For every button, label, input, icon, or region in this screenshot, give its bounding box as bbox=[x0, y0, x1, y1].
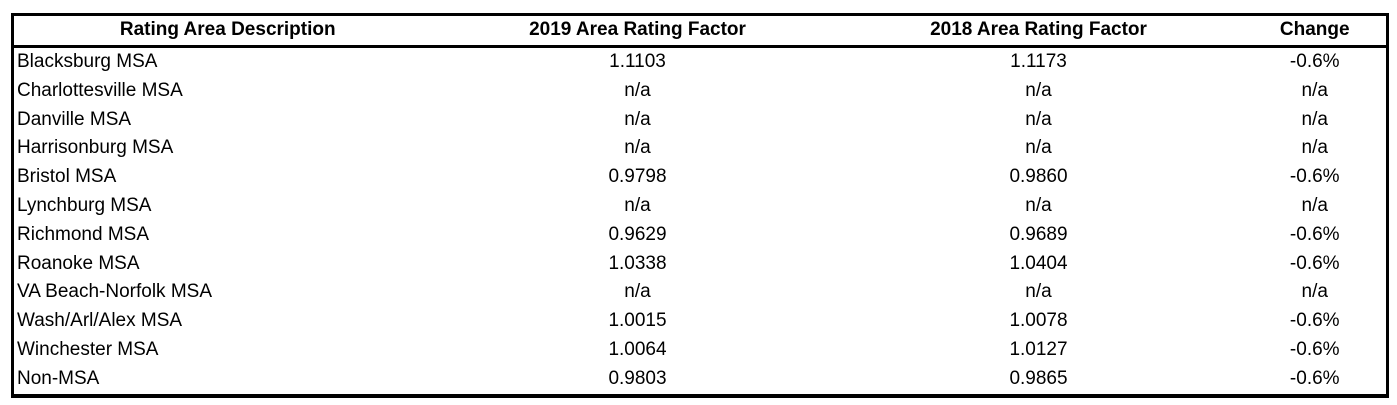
cell-2019-area-rating-factor: n/a bbox=[624, 108, 651, 130]
cell-2018-area-rating-factor: 1.1173 bbox=[1010, 50, 1067, 72]
cell-2019-area-rating-factor: 0.9798 bbox=[608, 166, 667, 188]
cell-rating-area-description: Danville MSA bbox=[17, 108, 132, 130]
cell-rating-area-description: Charlottesville MSA bbox=[17, 79, 183, 101]
table-row: Danville MSA n/a n/a n/a bbox=[13, 106, 1388, 135]
cell-2018-area-rating-factor: 0.9860 bbox=[1009, 166, 1068, 188]
table-row: Lynchburg MSA n/a n/a n/a bbox=[13, 192, 1388, 221]
cell-change: -0.6% bbox=[1289, 338, 1340, 360]
cell-2018-area-rating-factor: n/a bbox=[1025, 194, 1052, 216]
cell-change: -0.6% bbox=[1289, 166, 1340, 188]
table-row: Wash/Arl/Alex MSA 1.0015 1.0078 -0.6% bbox=[13, 307, 1388, 336]
cell-2018-area-rating-factor: n/a bbox=[1025, 108, 1052, 130]
cell-change: n/a bbox=[1301, 194, 1328, 216]
cell-2019-area-rating-factor: 0.9803 bbox=[608, 367, 667, 389]
cell-rating-area-description: Richmond MSA bbox=[17, 223, 149, 245]
cell-2018-area-rating-factor: n/a bbox=[1025, 137, 1052, 159]
table-row: Blacksburg MSA 1.1103 1.1173 -0.6% bbox=[13, 47, 1388, 77]
column-header-change: Change bbox=[1243, 14, 1388, 48]
cell-rating-area-description: Non-MSA bbox=[17, 367, 100, 389]
column-header-2018-area-rating-factor: 2018 Area Rating Factor bbox=[833, 14, 1244, 48]
cell-rating-area-description: Winchester MSA bbox=[17, 338, 159, 360]
cell-2018-area-rating-factor: 1.0127 bbox=[1009, 338, 1068, 360]
cell-change: -0.6% bbox=[1289, 50, 1340, 72]
table-row: Roanoke MSA 1.0338 1.0404 -0.6% bbox=[13, 250, 1388, 279]
cell-2019-area-rating-factor: 0.9629 bbox=[608, 223, 667, 245]
area-rating-factor-table: Rating Area Description 2019 Area Rating … bbox=[11, 13, 1389, 398]
cell-change: -0.6% bbox=[1289, 223, 1340, 245]
column-header-rating-area-description: Rating Area Description bbox=[12, 14, 442, 48]
table-row: Harrisonburg MSA n/a n/a n/a bbox=[13, 134, 1388, 163]
cell-change: -0.6% bbox=[1289, 367, 1340, 389]
cell-2019-area-rating-factor: n/a bbox=[624, 194, 651, 216]
table-row: Bristol MSA 0.9798 0.9860 -0.6% bbox=[13, 163, 1388, 192]
cell-2018-area-rating-factor: 0.9865 bbox=[1009, 367, 1068, 389]
cell-rating-area-description: Lynchburg MSA bbox=[17, 194, 152, 216]
table-row: VA Beach-Norfolk MSA n/a n/a n/a bbox=[13, 278, 1388, 307]
cell-rating-area-description: Roanoke MSA bbox=[17, 252, 140, 274]
cell-change: -0.6% bbox=[1289, 252, 1340, 274]
cell-rating-area-description: Bristol MSA bbox=[17, 166, 117, 188]
cell-2018-area-rating-factor: 1.0404 bbox=[1009, 252, 1068, 274]
table-row: Charlottesville MSA n/a n/a n/a bbox=[13, 77, 1388, 106]
cell-2019-area-rating-factor: 1.0064 bbox=[608, 338, 667, 360]
cell-2019-area-rating-factor: 1.0015 bbox=[608, 310, 667, 332]
cell-rating-area-description: Blacksburg MSA bbox=[17, 50, 158, 72]
column-header-2019-area-rating-factor: 2019 Area Rating Factor bbox=[441, 14, 834, 48]
header-row: Rating Area Description 2019 Area Rating … bbox=[12, 14, 1388, 48]
cell-2018-area-rating-factor: 1.0078 bbox=[1009, 310, 1068, 332]
table-row: Winchester MSA 1.0064 1.0127 -0.6% bbox=[13, 336, 1388, 365]
table-header: Rating Area Description 2019 Area Rating … bbox=[12, 14, 1388, 48]
cell-rating-area-description: Harrisonburg MSA bbox=[17, 137, 174, 159]
cell-change: -0.6% bbox=[1289, 310, 1340, 332]
cell-2018-area-rating-factor: n/a bbox=[1025, 79, 1052, 101]
cell-2019-area-rating-factor: n/a bbox=[624, 281, 651, 303]
cell-rating-area-description: VA Beach-Norfolk MSA bbox=[17, 281, 213, 303]
cell-2019-area-rating-factor: n/a bbox=[624, 79, 651, 101]
table-row: Non-MSA 0.9803 0.9865 -0.6% bbox=[13, 365, 1388, 396]
cell-2019-area-rating-factor: n/a bbox=[624, 137, 651, 159]
table-row: Richmond MSA 0.9629 0.9689 -0.6% bbox=[13, 221, 1388, 250]
cell-change: n/a bbox=[1301, 108, 1328, 130]
table-body: Blacksburg MSA 1.1103 1.1173 -0.6% Charlotte… bbox=[13, 47, 1388, 396]
cell-2018-area-rating-factor: n/a bbox=[1025, 281, 1052, 303]
cell-change: n/a bbox=[1301, 137, 1328, 159]
cell-change: n/a bbox=[1301, 79, 1328, 101]
cell-2019-area-rating-factor: 1.1103 bbox=[609, 50, 666, 72]
cell-2018-area-rating-factor: 0.9689 bbox=[1009, 223, 1068, 245]
cell-change: n/a bbox=[1301, 281, 1328, 303]
cell-rating-area-description: Wash/Arl/Alex MSA bbox=[17, 310, 183, 332]
cell-2019-area-rating-factor: 1.0338 bbox=[608, 252, 667, 274]
